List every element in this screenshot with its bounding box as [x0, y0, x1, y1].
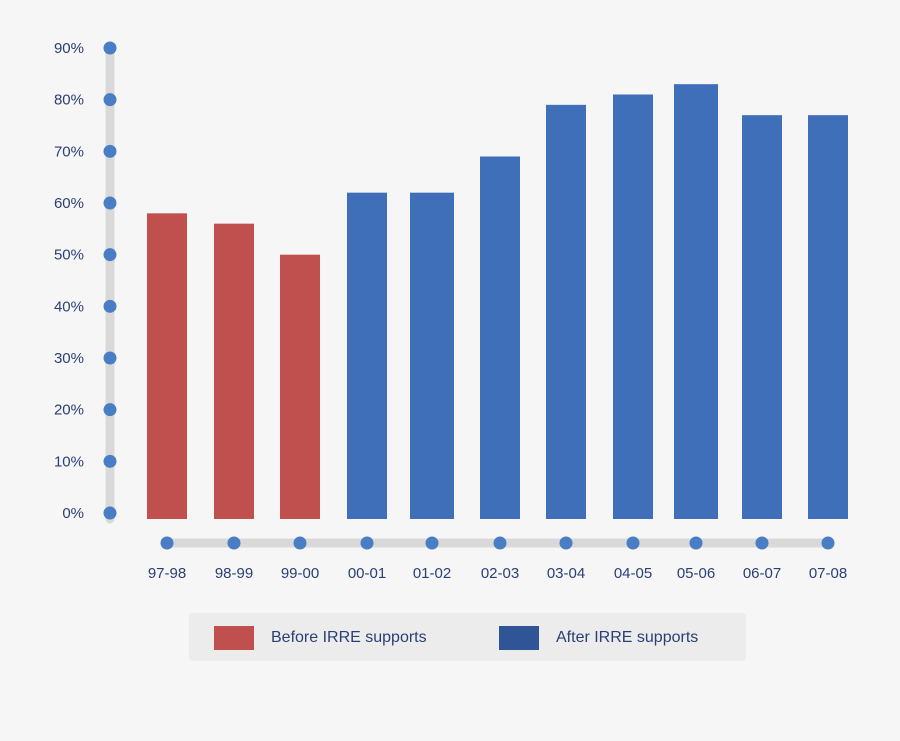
y-tick-label: 0%	[62, 505, 84, 522]
y-tick-dot	[103, 144, 117, 158]
y-tick-dot	[103, 351, 117, 365]
legend-swatch-after	[499, 626, 539, 650]
legend-label-before: Before IRRE supports	[271, 629, 427, 646]
y-tick-label: 20%	[54, 402, 84, 419]
x-tick-label: 04-05	[614, 565, 652, 582]
y-tick-label: 80%	[54, 92, 84, 109]
bar-chart: 0% 10% 20% 30% 40% 50% 60% 70% 80% 90% 97-98 98-99…	[54, 40, 848, 582]
x-tick-dot	[160, 536, 174, 550]
y-tick-dot	[103, 93, 117, 107]
legend: Before IRRE supports After IRRE supports	[189, 613, 746, 661]
x-tick-label: 01-02	[413, 565, 451, 582]
bar-04-05	[613, 94, 653, 519]
y-tick-label: 90%	[54, 40, 84, 57]
y-tick-dot	[103, 41, 117, 55]
x-tick-label: 97-98	[148, 565, 186, 582]
bar-98-99	[214, 223, 254, 519]
y-tick-label: 60%	[54, 195, 84, 212]
y-tick-dot	[103, 299, 117, 313]
bar-03-04	[546, 104, 586, 519]
legend-item-after: After IRRE supports	[499, 626, 698, 650]
x-tick-label: 02-03	[481, 565, 519, 582]
bar-00-01	[347, 192, 387, 519]
x-tick-dot	[689, 536, 703, 550]
bars	[147, 84, 848, 520]
x-axis-ticks: 97-98 98-99 99-00 00-01 01-02 02-03 03-04 04-05…	[148, 536, 847, 582]
bar-07-08	[808, 115, 848, 520]
x-tick-label: 03-04	[547, 565, 585, 582]
y-tick-dot	[103, 403, 117, 417]
x-tick-label: 00-01	[348, 565, 386, 582]
y-tick-dot	[103, 196, 117, 210]
y-tick-label: 30%	[54, 350, 84, 367]
y-tick-dot	[103, 506, 117, 520]
y-tick-dot	[103, 248, 117, 262]
x-tick-dot	[755, 536, 769, 550]
x-tick-dot	[559, 536, 573, 550]
y-tick-dot	[103, 454, 117, 468]
x-tick-dot	[227, 536, 241, 550]
legend-label-after: After IRRE supports	[556, 629, 699, 646]
x-tick-dot	[360, 536, 374, 550]
x-tick-label: 99-00	[281, 565, 319, 582]
x-tick-dot	[293, 536, 307, 550]
bar-01-02	[410, 192, 454, 519]
y-tick-label: 50%	[54, 247, 84, 264]
x-tick-dot	[425, 536, 439, 550]
bar-99-00	[280, 254, 320, 519]
bar-97-98	[147, 213, 187, 520]
x-tick-dot	[821, 536, 835, 550]
y-tick-label: 10%	[54, 453, 84, 470]
x-tick-label: 98-99	[215, 565, 253, 582]
x-tick-dot	[626, 536, 640, 550]
x-tick-label: 07-08	[809, 565, 847, 582]
bar-05-06	[674, 84, 718, 520]
y-tick-label: 70%	[54, 143, 84, 160]
legend-item-before: Before IRRE supports	[214, 626, 427, 650]
x-tick-label: 06-07	[743, 565, 781, 582]
x-tick-label: 05-06	[677, 565, 715, 582]
bar-02-03	[480, 156, 520, 519]
legend-swatch-before	[214, 626, 254, 650]
bar-06-07	[742, 115, 782, 520]
x-tick-dot	[493, 536, 507, 550]
y-tick-label: 40%	[54, 298, 84, 315]
y-axis-ticks: 0% 10% 20% 30% 40% 50% 60% 70% 80% 90%	[54, 40, 117, 522]
